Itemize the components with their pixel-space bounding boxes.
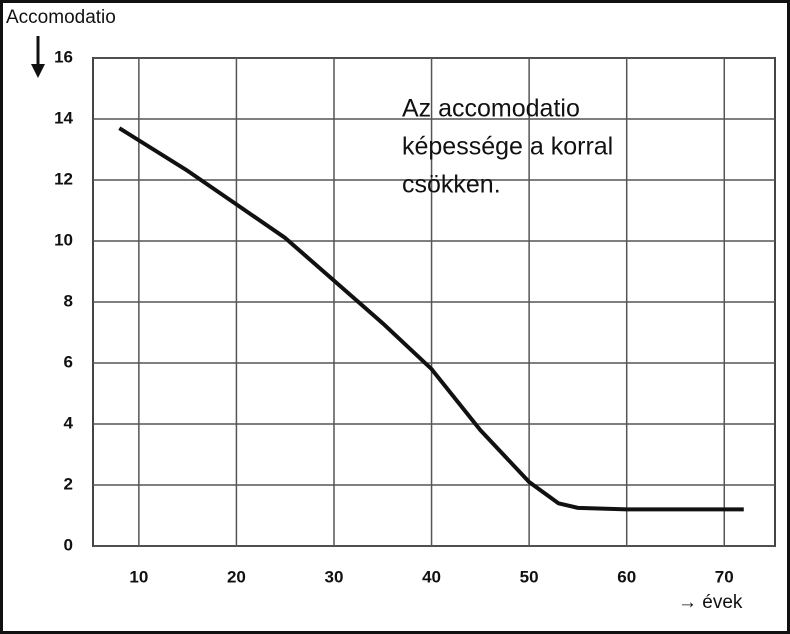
y-tick-label: 12 [54, 169, 73, 188]
y-tick-label: 10 [54, 230, 73, 249]
x-tick-label: 30 [325, 567, 344, 586]
y-arrow-head [31, 64, 45, 78]
y-axis-label: Accomodatio [6, 7, 116, 28]
annotation: csökken. [402, 171, 501, 199]
y-tick-label: 16 [54, 47, 73, 66]
x-tick-label: 40 [422, 567, 441, 586]
x-axis-label: → évek [678, 592, 743, 613]
x-tick-label: 10 [129, 567, 148, 586]
annotation: Az accomodatio [402, 95, 580, 123]
y-tick-label: 14 [54, 108, 73, 127]
y-tick-label: 6 [64, 352, 73, 371]
y-tick-label: 4 [64, 413, 74, 432]
x-tick-label: 20 [227, 567, 246, 586]
y-tick-label: 8 [64, 291, 73, 310]
y-tick-label: 2 [64, 474, 73, 493]
x-tick-label: 50 [520, 567, 539, 586]
line [118, 126, 744, 512]
x-tick-label: 70 [715, 567, 734, 586]
y-tick-label: 0 [64, 535, 73, 554]
x-tick-label: 60 [617, 567, 636, 586]
annotation: képessége a korral [402, 133, 613, 161]
